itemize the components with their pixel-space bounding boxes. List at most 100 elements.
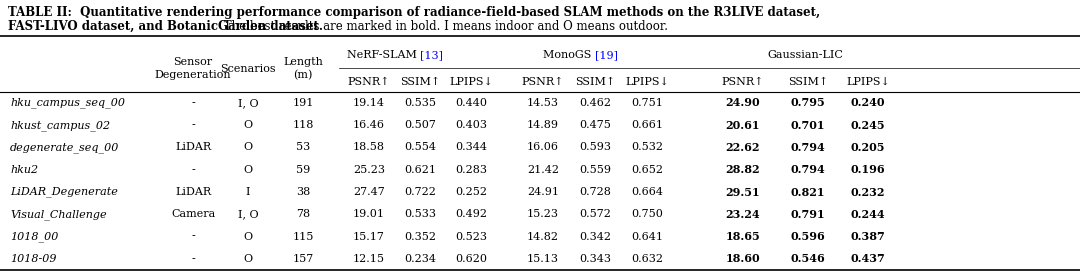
Text: 78: 78	[296, 209, 310, 219]
Text: 0.722: 0.722	[404, 187, 436, 197]
Text: LiDAR: LiDAR	[175, 187, 211, 197]
Text: 0.751: 0.751	[631, 98, 663, 108]
Text: SSIM↑: SSIM↑	[575, 77, 616, 87]
Text: 157: 157	[293, 254, 313, 264]
Text: 118: 118	[293, 120, 313, 130]
Text: 59: 59	[296, 165, 310, 175]
Text: 0.232: 0.232	[851, 187, 886, 198]
Text: I, O: I, O	[238, 98, 258, 108]
Text: FAST-LIVO dataset, and BotanicGarden dataset.: FAST-LIVO dataset, and BotanicGarden dat…	[8, 20, 323, 33]
Text: Camera: Camera	[171, 209, 215, 219]
Text: 24.91: 24.91	[527, 187, 559, 197]
Text: hku2: hku2	[10, 165, 38, 175]
Text: 0.641: 0.641	[631, 232, 663, 242]
Text: 0.661: 0.661	[631, 120, 663, 130]
Text: LiDAR: LiDAR	[175, 142, 211, 152]
Text: 14.53: 14.53	[527, 98, 559, 108]
Text: LPIPS↓: LPIPS↓	[449, 77, 492, 87]
Text: MonoGS: MonoGS	[543, 50, 595, 61]
Text: 14.82: 14.82	[527, 232, 559, 242]
Text: 18.60: 18.60	[726, 253, 760, 264]
Text: -: -	[191, 254, 194, 264]
Text: 0.652: 0.652	[631, 165, 663, 175]
Text: 0.283: 0.283	[455, 165, 487, 175]
Text: -: -	[191, 120, 194, 130]
Text: 0.523: 0.523	[455, 232, 487, 242]
Text: 25.23: 25.23	[353, 165, 384, 175]
Text: 0.664: 0.664	[631, 187, 663, 197]
Text: 0.352: 0.352	[404, 232, 436, 242]
Text: 0.559: 0.559	[579, 165, 611, 175]
Text: Sensor
Degeneration: Sensor Degeneration	[154, 57, 231, 80]
Text: 0.240: 0.240	[851, 97, 886, 108]
Text: O: O	[243, 165, 253, 175]
Text: 0.344: 0.344	[455, 142, 487, 152]
Text: 0.621: 0.621	[404, 165, 436, 175]
Text: 0.440: 0.440	[455, 98, 487, 108]
Text: 0.572: 0.572	[579, 209, 611, 219]
Text: 16.46: 16.46	[353, 120, 384, 130]
Text: 0.234: 0.234	[404, 254, 436, 264]
Text: The best results are marked in bold. I means indoor and O means outdoor.: The best results are marked in bold. I m…	[220, 20, 669, 33]
Text: PSNR↑: PSNR↑	[348, 77, 390, 87]
Text: I: I	[246, 187, 251, 197]
Text: 0.462: 0.462	[579, 98, 611, 108]
Text: Gaussian-LIC: Gaussian-LIC	[768, 50, 843, 61]
Text: 0.701: 0.701	[791, 120, 825, 131]
Text: 0.245: 0.245	[851, 120, 886, 131]
Text: 0.342: 0.342	[579, 232, 611, 242]
Text: 0.593: 0.593	[579, 142, 611, 152]
Text: 1018-09: 1018-09	[10, 254, 56, 264]
Text: 15.13: 15.13	[527, 254, 559, 264]
Text: 23.24: 23.24	[726, 209, 760, 220]
Text: 0.632: 0.632	[631, 254, 663, 264]
Text: -: -	[191, 165, 194, 175]
Text: 19.01: 19.01	[353, 209, 384, 219]
Text: 21.42: 21.42	[527, 165, 559, 175]
Text: 15.17: 15.17	[353, 232, 384, 242]
Text: O: O	[243, 232, 253, 242]
Text: 0.403: 0.403	[455, 120, 487, 130]
Text: 27.47: 27.47	[353, 187, 384, 197]
Text: [19]: [19]	[595, 50, 618, 61]
Text: 0.533: 0.533	[404, 209, 436, 219]
Text: O: O	[243, 254, 253, 264]
Text: 0.794: 0.794	[791, 142, 825, 153]
Text: 0.750: 0.750	[631, 209, 663, 219]
Text: 53: 53	[296, 142, 310, 152]
Text: 15.23: 15.23	[527, 209, 559, 219]
Text: 28.82: 28.82	[726, 164, 760, 175]
Text: 14.89: 14.89	[527, 120, 559, 130]
Text: 0.554: 0.554	[404, 142, 436, 152]
Text: 0.244: 0.244	[851, 209, 886, 220]
Text: 18.58: 18.58	[353, 142, 384, 152]
Text: 1018_00: 1018_00	[10, 231, 58, 242]
Text: 0.821: 0.821	[791, 187, 825, 198]
Text: O: O	[243, 142, 253, 152]
Text: -: -	[191, 98, 194, 108]
Text: 24.90: 24.90	[726, 97, 760, 108]
Text: 0.795: 0.795	[791, 97, 825, 108]
Text: 18.65: 18.65	[726, 231, 760, 242]
Text: O: O	[243, 120, 253, 130]
Text: 115: 115	[293, 232, 313, 242]
Text: 0.475: 0.475	[579, 120, 611, 130]
Text: 0.791: 0.791	[791, 209, 825, 220]
Text: I, O: I, O	[238, 209, 258, 219]
Text: LPIPS↓: LPIPS↓	[625, 77, 669, 87]
Text: 38: 38	[296, 187, 310, 197]
Text: 0.205: 0.205	[851, 142, 886, 153]
Text: Visual_Challenge: Visual_Challenge	[10, 209, 107, 220]
Text: Scenarios: Scenarios	[220, 64, 275, 74]
Text: 0.596: 0.596	[791, 231, 825, 242]
Text: NeRF-SLAM: NeRF-SLAM	[347, 50, 420, 61]
Text: TABLE II:  Quantitative rendering performance comparison of radiance-field-based: TABLE II: Quantitative rendering perform…	[8, 6, 820, 19]
Text: 0.343: 0.343	[579, 254, 611, 264]
Text: 0.535: 0.535	[404, 98, 436, 108]
Text: 0.492: 0.492	[455, 209, 487, 219]
Text: Length
(m): Length (m)	[283, 57, 323, 80]
Text: 0.196: 0.196	[851, 164, 886, 175]
Text: 0.794: 0.794	[791, 164, 825, 175]
Text: 16.06: 16.06	[527, 142, 559, 152]
Text: -: -	[191, 232, 194, 242]
